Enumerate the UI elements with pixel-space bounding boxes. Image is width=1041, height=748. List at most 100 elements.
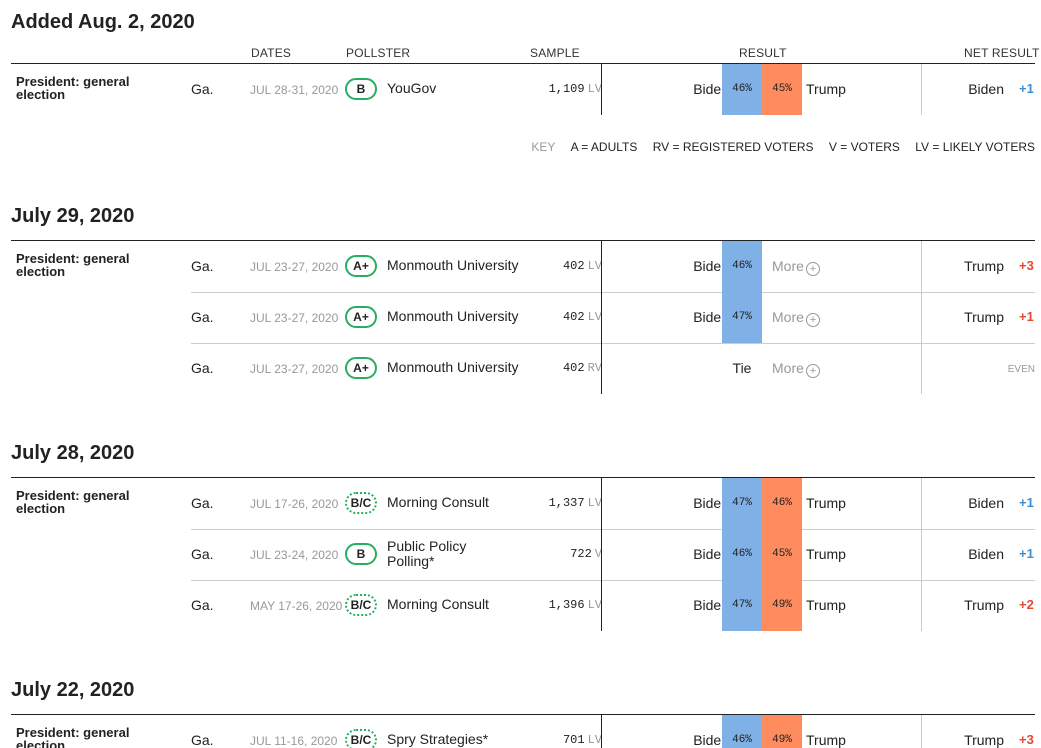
more-label: More [772,360,804,376]
sample-value: 402 [562,259,585,273]
poll-row[interactable]: Ga. JUL 17-26, 2020 B/C Morning Consult … [191,478,1035,530]
poll-dates: JUL 23-27, 2020 [250,260,339,274]
sample-size: 402 LV [522,259,602,273]
pollster-grade-badge: B/C [345,729,377,748]
poll-group: President: general election Ga. JUL 17-2… [11,477,1035,631]
more-label: More [772,258,804,274]
section-title: July 22, 2020 [11,679,135,701]
sample-size: 402 RV [522,361,602,375]
divider [921,292,922,343]
net-winner: Biden [968,546,1004,562]
biden-pct-bar: 46% [722,64,762,115]
biden-pct-bar: 47% [722,580,762,631]
biden-pct-bar: 47% [722,478,762,529]
poll-row[interactable]: Ga. JUL 23-27, 2020 A+ Monmouth Universi… [191,343,1035,394]
more-button[interactable]: More + [772,360,820,378]
divider [601,580,602,631]
geography: Ga. [191,360,214,376]
divider [601,241,602,292]
divider [921,580,922,631]
sample-type: LV [587,496,602,510]
race-label: President: general election [16,725,130,748]
section-title: July 28, 2020 [11,442,135,464]
poll-row[interactable]: Ga. JUL 23-24, 2020 B Public Policy Poll… [191,529,1035,581]
left-candidate: Biden [693,309,729,325]
poll-row[interactable]: Ga. JUL 11-16, 2020 B/C Spry Strategies*… [191,715,1035,748]
poll-row[interactable]: Ga. JUL 23-27, 2020 A+ Monmouth Universi… [191,241,1035,293]
right-candidate: Trump [806,597,846,613]
trump-pct-bar: 46% [762,478,802,529]
geography: Ga. [191,258,214,274]
divider [921,478,922,529]
divider [601,529,602,580]
pollster-grade-badge: A+ [345,255,377,277]
pollster-name[interactable]: Public Policy Polling* [387,538,467,569]
net-margin: +1 [1019,309,1034,324]
more-button[interactable]: More + [772,309,820,327]
sample-size: 402 LV [522,310,602,324]
pollster-grade-badge: B/C [345,594,377,616]
pollster-name[interactable]: Monmouth University [387,308,519,324]
poll-dates: MAY 17-26, 2020 [250,599,343,613]
race-label: President: general election [16,488,130,516]
sample-type: LV [587,598,602,612]
right-candidate: Trump [806,495,846,511]
divider [921,529,922,580]
net-margin: +3 [1019,258,1034,273]
pollster-grade-badge: B [345,78,377,100]
pollster-name[interactable]: Monmouth University [387,257,519,273]
divider [921,241,922,292]
tie-label: Tie [732,360,752,376]
trump-pct-bar: 49% [762,580,802,631]
sample-type: V [594,547,602,561]
key-registered-voters: RV = REGISTERED VOTERS [652,140,814,154]
geography: Ga. [191,81,214,97]
more-button[interactable]: More + [772,258,820,276]
divider [601,343,602,394]
key-label: KEY [531,140,556,154]
left-candidate: Biden [693,597,729,613]
header-net-result: NET RESULT [964,46,1040,60]
biden-pct-bar: 46% [722,529,762,580]
sample-size: 1,337 LV [522,496,602,510]
sample-type: LV [587,310,602,324]
pollster-grade-badge: B/C [345,492,377,514]
sample-value: 701 [562,733,585,747]
right-candidate: Trump [806,732,846,748]
key-legend: KEY A = ADULTS RV = REGISTERED VOTERS V … [519,140,1035,154]
poll-row[interactable]: Ga. JUL 23-27, 2020 A+ Monmouth Universi… [191,292,1035,344]
net-margin: +2 [1019,597,1034,612]
pollster-name[interactable]: Morning Consult [387,596,489,612]
sample-type: LV [587,259,602,273]
net-winner: Biden [968,495,1004,511]
pollster-name[interactable]: YouGov [387,80,437,96]
poll-row[interactable]: Ga. MAY 17-26, 2020 B/C Morning Consult … [191,580,1035,631]
poll-row[interactable]: Ga. JUL 28-31, 2020 B YouGov 1,109 LV Bid… [191,64,1035,115]
pollster-grade-badge: A+ [345,357,377,379]
more-label: More [772,309,804,325]
net-even: EVEN [1007,364,1035,375]
sample-type: LV [587,82,602,96]
poll-dates: JUL 28-31, 2020 [250,83,339,97]
net-margin: +1 [1019,495,1034,510]
pollster-name[interactable]: Morning Consult [387,494,489,510]
divider [921,343,922,394]
pollster-name[interactable]: Monmouth University [387,359,519,375]
net-margin: +1 [1019,81,1034,96]
biden-pct-bar: 46% [722,715,762,748]
left-candidate: Biden [693,81,729,97]
header-result: RESULT [739,46,787,60]
poll-dates: JUL 17-26, 2020 [250,497,339,511]
section-title: Added Aug. 2, 2020 [11,11,195,33]
pollster-name[interactable]: Spry Strategies* [387,731,489,747]
right-candidate: Trump [806,81,846,97]
plus-circle-icon: + [805,364,820,378]
geography: Ga. [191,732,214,748]
trump-pct-bar: 45% [762,529,802,580]
poll-dates: JUL 23-27, 2020 [250,362,339,376]
trump-pct-bar: 45% [762,64,802,115]
header-pollster: POLLSTER [346,46,411,60]
sample-type: RV [587,361,602,375]
race-label: President: general election [16,74,130,102]
geography: Ga. [191,546,214,562]
